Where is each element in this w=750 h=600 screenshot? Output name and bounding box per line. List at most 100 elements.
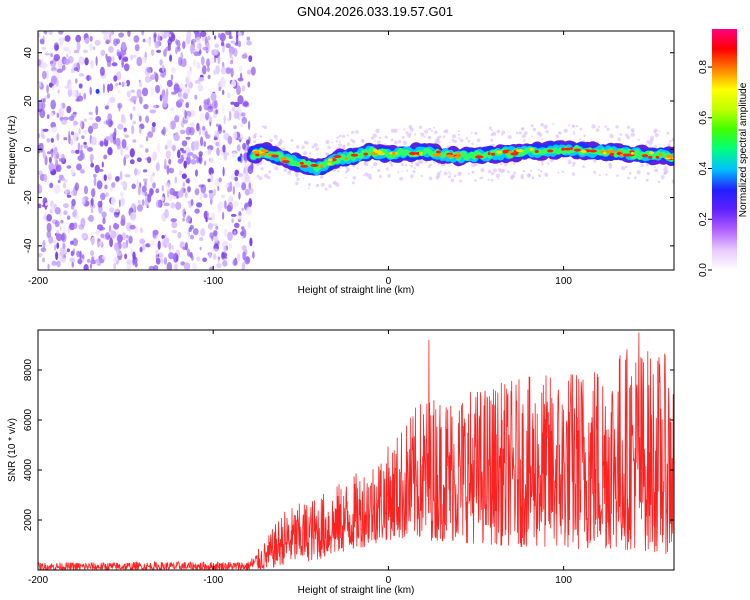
noise-blob (230, 67, 234, 78)
noise-blob (180, 261, 186, 266)
trace-halo (459, 172, 462, 174)
trace-peak (445, 154, 454, 158)
noise-blob (203, 210, 209, 220)
noise-blob (116, 71, 122, 81)
trace-halo (418, 125, 423, 129)
trace-halo (428, 127, 432, 131)
trace-halo (378, 169, 381, 172)
noise-blob (117, 89, 121, 94)
noise-blob (185, 102, 189, 109)
noise-blob (132, 120, 136, 125)
trace-halo (403, 128, 406, 131)
noise-blob (38, 184, 43, 194)
noise-blob (192, 58, 197, 68)
noise-blob (99, 140, 104, 147)
trace-peak (328, 158, 333, 162)
trace-halo (491, 129, 493, 132)
trace-halo (376, 140, 381, 145)
trace-halo (368, 176, 372, 180)
noise-blob (112, 136, 117, 145)
noise-blob (71, 261, 74, 268)
trace-halo (538, 174, 541, 177)
trace-halo (459, 179, 462, 183)
trace-halo (606, 127, 610, 131)
noise-blob (89, 263, 93, 269)
trace-halo (645, 178, 649, 182)
noise-blob (185, 77, 190, 85)
trace-halo (406, 169, 409, 172)
noise-blob (252, 251, 255, 259)
noise-blob (170, 107, 175, 112)
noise-blob (227, 118, 230, 122)
trace-halo (443, 164, 446, 166)
noise-blob (58, 107, 64, 118)
trace-halo (487, 178, 490, 181)
trace-halo (547, 162, 550, 165)
noise-blob (51, 260, 57, 266)
trace-halo (621, 166, 626, 171)
trace-halo (370, 136, 374, 140)
trace-halo (663, 170, 668, 175)
noise-blob (61, 235, 65, 241)
noise-blob (145, 148, 149, 153)
noise-blob (177, 231, 182, 239)
noise-blob (152, 151, 158, 161)
noise-blob (159, 94, 163, 102)
trace-halo (372, 133, 377, 138)
trace-halo (345, 171, 348, 174)
trace-halo (387, 174, 391, 178)
trace-halo (457, 133, 461, 136)
noise-blob (168, 252, 175, 260)
noise-blob (177, 158, 183, 164)
noise-blob (217, 256, 220, 264)
noise-blob (166, 165, 170, 175)
trace-halo (540, 170, 543, 173)
noise-blob (236, 253, 241, 262)
trace-halo (490, 138, 494, 142)
trace-halo (453, 174, 457, 178)
trace-halo (501, 130, 506, 135)
trace-halo (660, 175, 665, 180)
trace-halo (374, 139, 376, 142)
noise-blob (240, 121, 244, 128)
trace-halo (453, 139, 457, 144)
noise-blob (157, 240, 161, 250)
noise-blob (101, 31, 108, 35)
noise-blob (49, 112, 54, 118)
noise-blob (151, 125, 156, 133)
noise-blob (182, 217, 185, 222)
trace-halo (346, 142, 351, 146)
noise-blob (140, 227, 143, 231)
noise-blob (105, 192, 109, 198)
trace-halo (609, 133, 614, 139)
noise-blob (89, 86, 92, 96)
trace-halo (653, 166, 656, 169)
trace-halo (430, 130, 433, 133)
noise-blob (227, 195, 234, 205)
noise-blob (74, 49, 79, 54)
noise-blob (130, 247, 133, 256)
noise-blob (97, 200, 102, 208)
noise-blob (229, 31, 232, 40)
noise-blob (76, 136, 79, 141)
noise-blob (141, 243, 146, 250)
trace-halo (401, 170, 404, 173)
noise-blob (178, 56, 183, 66)
trace-halo (471, 170, 475, 174)
noise-blob (41, 62, 48, 69)
noise-blob (89, 43, 93, 52)
noise-blob (218, 177, 222, 183)
noise-blob (182, 104, 186, 115)
trace-halo (637, 138, 640, 141)
noise-blob (86, 74, 90, 82)
noise-blob (241, 207, 244, 211)
noise-blob (138, 81, 142, 88)
trace-peak (496, 150, 503, 154)
noise-blob (97, 238, 101, 242)
trace-halo (356, 167, 359, 170)
noise-blob (231, 79, 237, 88)
noise-blob (209, 266, 214, 270)
trace-halo (515, 131, 519, 135)
noise-blob (88, 116, 94, 121)
